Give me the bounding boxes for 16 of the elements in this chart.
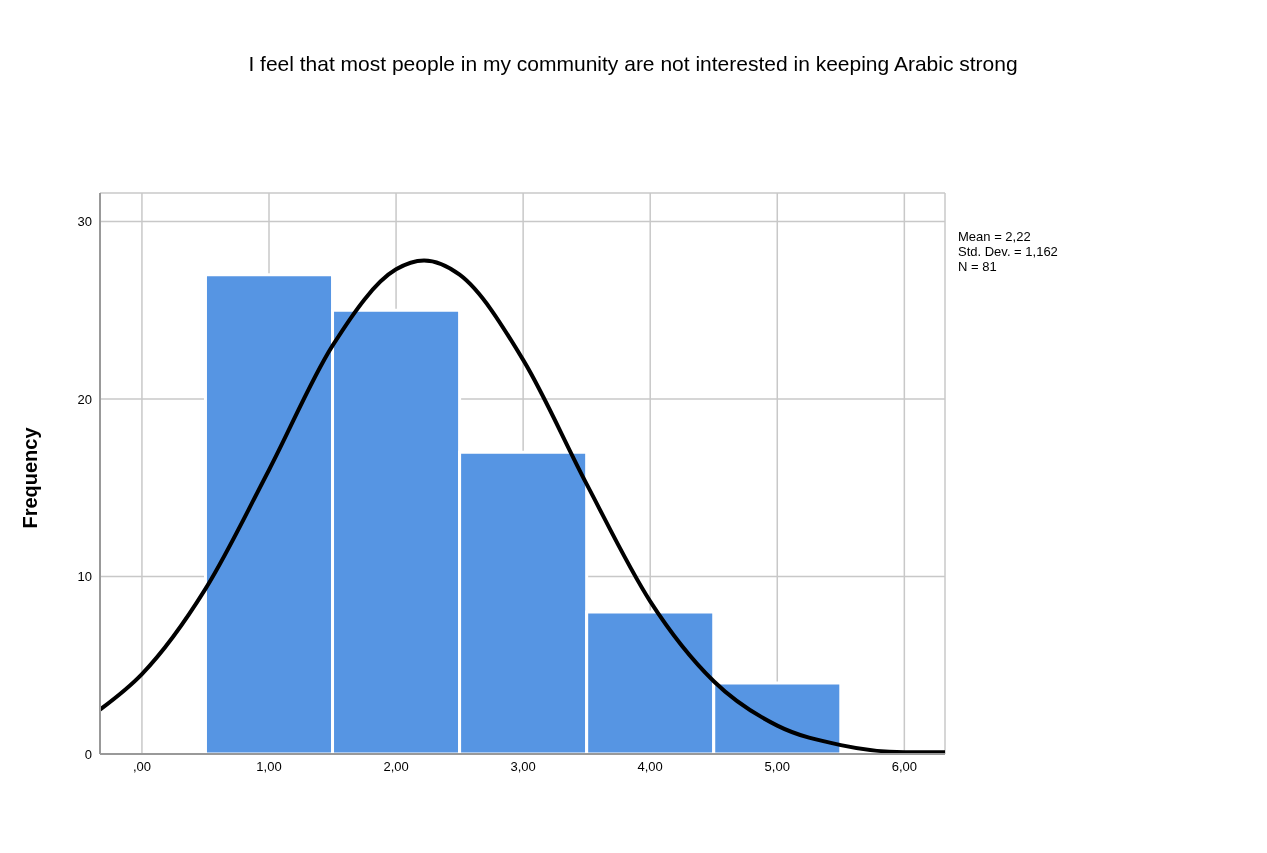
- y-tick-label: 20: [77, 391, 92, 407]
- x-tick-label: 4,00: [637, 759, 663, 775]
- x-tick-label: 2,00: [383, 759, 409, 775]
- text: Mean = 2,22: [958, 229, 1032, 244]
- chart-title: I feel that most people in my community are not interested in keeping Arabic strong: [247, 52, 1019, 76]
- text: Std. Dev. = 1,162: [958, 244, 1058, 259]
- text: N = 81: [958, 259, 998, 274]
- x-tick-label: 3,00: [510, 759, 536, 775]
- y-axis-title: Frequency: [18, 427, 42, 529]
- x-tick-label: 5,00: [764, 759, 790, 775]
- y-tick-label: 10: [77, 569, 92, 585]
- x-tick-label: ,00: [132, 759, 151, 775]
- x-tick-label: 1,00: [256, 759, 282, 775]
- x-tick-label: 6,00: [891, 759, 917, 775]
- y-tick-label: 30: [77, 214, 92, 230]
- y-tick-label: 0: [84, 746, 92, 762]
